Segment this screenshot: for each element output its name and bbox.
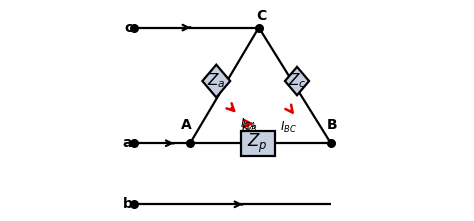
Text: $I_{CA}$: $I_{CA}$ [240, 117, 256, 132]
Text: a: a [123, 136, 132, 150]
Text: $Z_p$: $Z_p$ [247, 132, 268, 155]
Text: $Z_c$: $Z_c$ [288, 72, 306, 90]
Text: B: B [327, 118, 337, 132]
Text: C: C [256, 9, 266, 23]
Text: A: A [182, 118, 192, 132]
Text: $I_{BC}$: $I_{BC}$ [280, 120, 296, 135]
Polygon shape [285, 67, 309, 95]
Text: $Z_a$: $Z_a$ [207, 72, 226, 90]
Polygon shape [202, 65, 230, 97]
Text: c: c [124, 21, 132, 34]
Text: b: b [122, 197, 132, 211]
FancyBboxPatch shape [241, 131, 274, 156]
Text: $I_{AB}$: $I_{AB}$ [241, 120, 257, 135]
